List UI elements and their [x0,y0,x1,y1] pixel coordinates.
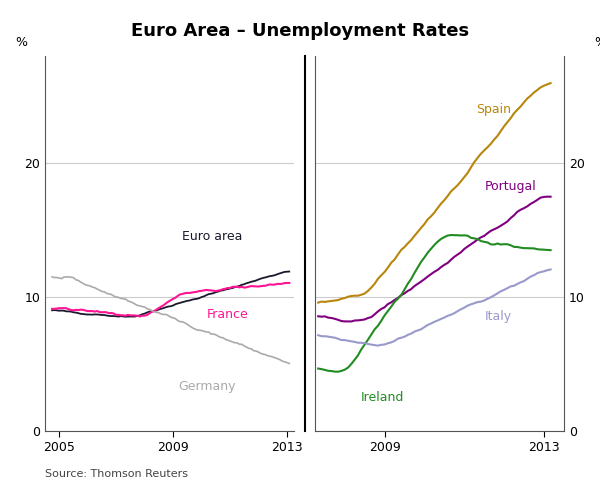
Text: Source: Thomson Reuters: Source: Thomson Reuters [45,469,188,479]
Text: Germany: Germany [179,380,236,393]
Text: Euro Area – Unemployment Rates: Euro Area – Unemployment Rates [131,22,469,40]
Text: Italy: Italy [484,311,511,323]
Text: %: % [594,36,600,49]
Text: %: % [15,36,27,49]
Text: France: France [207,308,249,321]
Text: Euro area: Euro area [182,230,242,244]
Text: Spain: Spain [476,103,511,116]
Text: Ireland: Ireland [361,391,404,404]
Text: Portugal: Portugal [484,180,536,192]
